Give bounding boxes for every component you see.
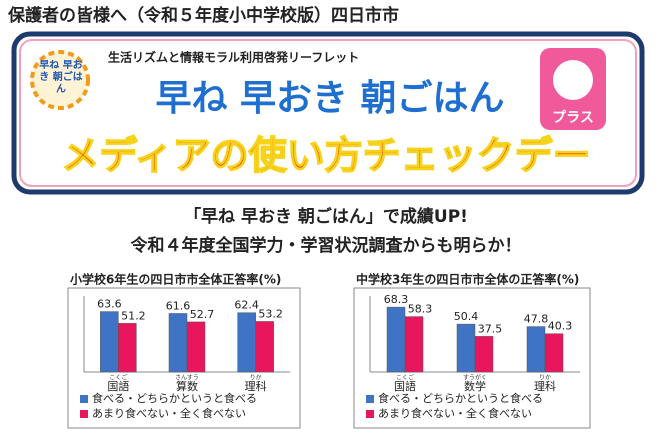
badge: プラス: [552, 110, 594, 126]
category-reading: りか: [539, 375, 551, 382]
bar: [456, 323, 476, 373]
value-label: 53.2: [258, 307, 283, 320]
badge-face: [553, 60, 593, 100]
value-label: 61.6: [166, 299, 191, 312]
subtitle: 生活リズムと情報モラル利用啓発リーフレット: [108, 50, 359, 65]
value-label: 58.3: [408, 303, 433, 316]
bar: [544, 333, 564, 373]
legend-swatch: [80, 410, 88, 418]
title-frame: [11, 31, 645, 195]
value-label: 40.3: [548, 320, 573, 333]
chart-title: 小学校6年生の四日市市全体正答率(%): [70, 272, 281, 287]
bar: [255, 321, 274, 373]
bar: [474, 336, 494, 373]
logo-text: 早ね 早おき 朝ごはん: [39, 60, 83, 95]
value-label: 50.4: [454, 310, 479, 323]
category-reading: さんすう: [175, 375, 199, 382]
value-label: 37.5: [478, 322, 503, 335]
category-reading: りか: [250, 375, 262, 382]
title: 早ね 早おき 朝ごはん: [155, 78, 504, 119]
value-label: 63.6: [97, 298, 122, 311]
main-title: メディアの使い方チェックデー: [61, 134, 590, 178]
slogan-line1: 「早ね 早おき 朝ごはん」で成績UP!: [184, 206, 468, 227]
audience: 保護者の皆様へ（令和５年度小中学校版）四日市市: [7, 5, 399, 26]
x-tick-label: 国語: [107, 379, 129, 393]
logo: 早ね 早おき 朝ごはん: [39, 60, 83, 95]
legend-swatch: [366, 410, 374, 418]
bar: [168, 313, 188, 373]
bar: [118, 323, 137, 373]
legend-label: 食べる・どちらかというと食べる: [378, 391, 543, 405]
bar: [404, 316, 424, 373]
value-label: 47.8: [524, 313, 549, 326]
legend-label: あまり食べない・全く食べない: [92, 406, 246, 420]
legend-label: あまり食べない・全く食べない: [378, 406, 532, 420]
category-reading: こくご: [396, 374, 414, 382]
title-inner-frame: [19, 39, 637, 187]
legend-swatch: [366, 395, 374, 403]
x-tick-label: 理科: [534, 379, 556, 393]
bar: [186, 321, 206, 373]
bar: [526, 326, 546, 373]
chart-title: 中学校3年生の四日市市全体の正答率(%): [356, 272, 579, 287]
category-reading: すうがく: [463, 374, 487, 382]
x-tick-label: 理科: [245, 379, 267, 393]
x-tick-label: 数学: [464, 379, 486, 393]
value-label: 62.4: [234, 299, 259, 312]
legend-swatch: [80, 395, 88, 403]
value-label: 68.3: [384, 293, 409, 306]
bar: [237, 312, 256, 373]
logo-sun: [30, 50, 90, 110]
value-label: 51.2: [121, 309, 146, 322]
slogan-line2: 令和４年度全国学力・学習状況調査からも明らか！: [131, 235, 522, 256]
x-tick-label: 算数: [176, 379, 198, 393]
category-reading: こくご: [109, 374, 127, 382]
x-tick-label: 国語: [394, 379, 416, 393]
bar: [386, 306, 406, 373]
legend-label: 食べる・どちらかというと食べる: [92, 391, 257, 405]
value-label: 52.7: [190, 308, 215, 321]
bar: [100, 311, 119, 373]
